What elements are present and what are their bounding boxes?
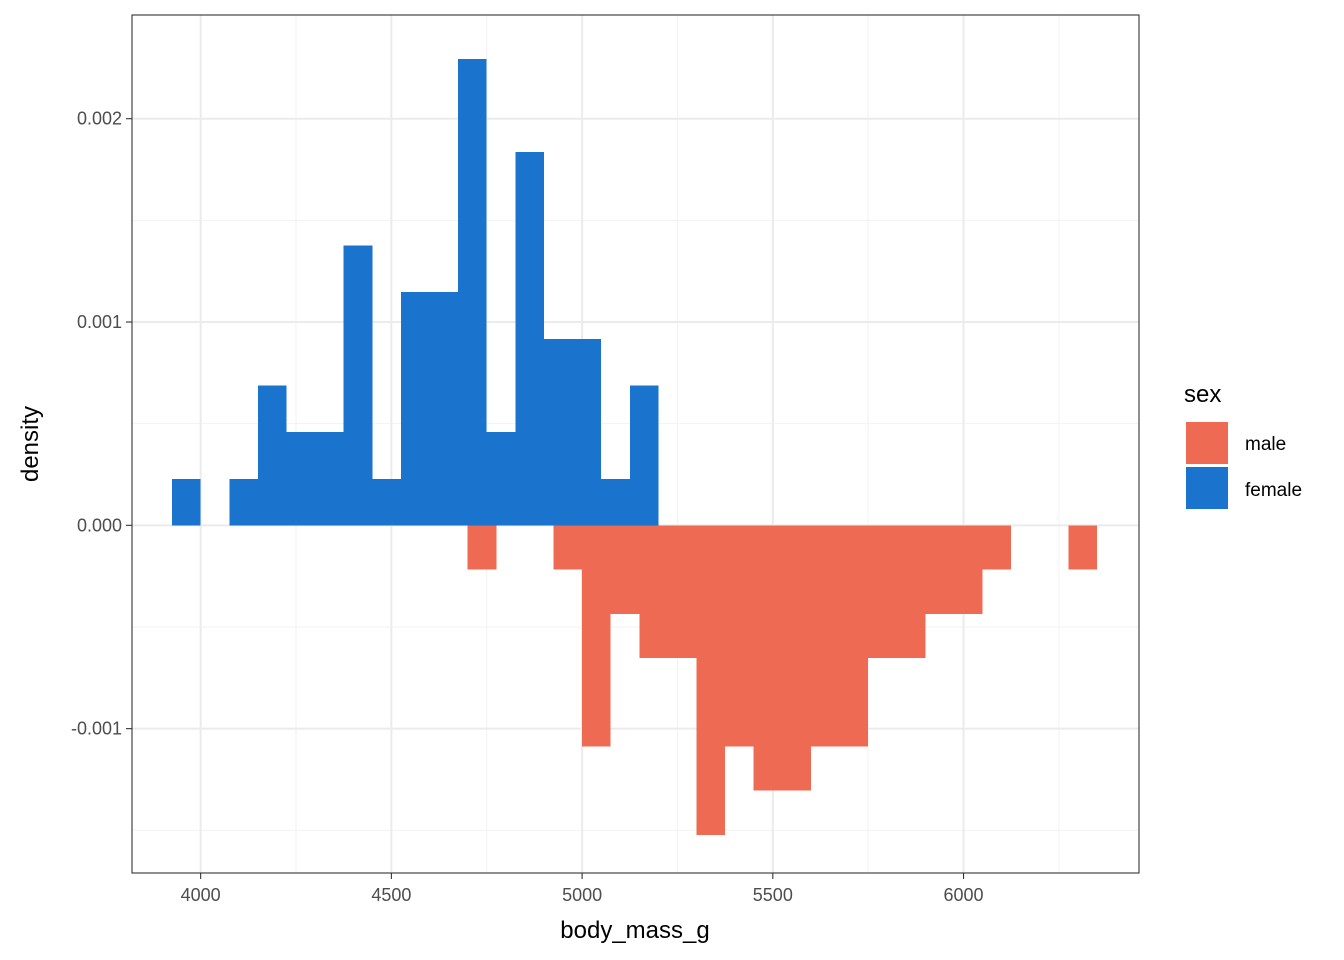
y-tick-label: 0.000	[77, 515, 122, 535]
legend-label-female: female	[1245, 480, 1302, 501]
legend: sex male female	[1184, 381, 1302, 509]
bar-male	[954, 525, 983, 614]
legend-label-male: male	[1245, 434, 1286, 455]
legend-key-male	[1186, 422, 1228, 464]
bar-female	[486, 432, 516, 526]
bar-male	[725, 525, 754, 747]
bar-male	[467, 525, 497, 570]
bar-male	[839, 525, 869, 747]
x-tick-label: 5500	[753, 885, 793, 905]
bar-female	[172, 478, 201, 526]
bar-female	[315, 432, 344, 526]
plot-border	[131, 14, 1140, 874]
bar-male	[868, 525, 897, 658]
bar-female	[257, 385, 287, 526]
bar-male	[696, 525, 726, 835]
x-tick-label: 4500	[371, 885, 411, 905]
bar-female	[515, 152, 544, 526]
bar-female	[601, 478, 630, 526]
x-tick-label: 4000	[181, 885, 221, 905]
legend-title: sex	[1184, 381, 1221, 408]
y-tick-label: 0.002	[77, 109, 122, 129]
bar-female	[343, 245, 373, 526]
bar-male	[639, 525, 668, 658]
bar-male	[1068, 525, 1098, 570]
bar-female	[400, 292, 430, 526]
bar-female	[372, 478, 401, 526]
bar-female	[543, 338, 573, 526]
x-axis-title: body_mass_g	[560, 917, 709, 944]
bar-male	[582, 525, 611, 747]
bar-female	[572, 338, 602, 526]
bar-female	[629, 385, 659, 526]
grid	[132, 15, 1139, 873]
y-axis-title: density	[17, 406, 44, 482]
bar-male	[982, 525, 1012, 570]
y-tick-label: 0.001	[77, 312, 122, 332]
bar-male	[753, 525, 783, 791]
bar-female	[286, 432, 316, 526]
bar-male	[610, 525, 640, 614]
bar-male	[782, 525, 811, 791]
bar-male	[553, 525, 583, 570]
bars	[172, 58, 1098, 835]
bar-male	[667, 525, 697, 658]
bar-male	[896, 525, 926, 658]
x-tick-label: 6000	[944, 885, 984, 905]
bar-male	[810, 525, 840, 747]
bar-female	[229, 478, 258, 526]
bar-male	[925, 525, 955, 614]
bar-female	[429, 292, 459, 526]
y-tick-label: -0.001	[71, 719, 122, 739]
legend-key-female	[1186, 467, 1228, 509]
x-tick-label: 5000	[562, 885, 602, 905]
axes: 4000 4500 5000 5500 6000 -0.001 0.000 0.001 0.00…	[71, 109, 984, 905]
bar-female	[458, 58, 487, 526]
